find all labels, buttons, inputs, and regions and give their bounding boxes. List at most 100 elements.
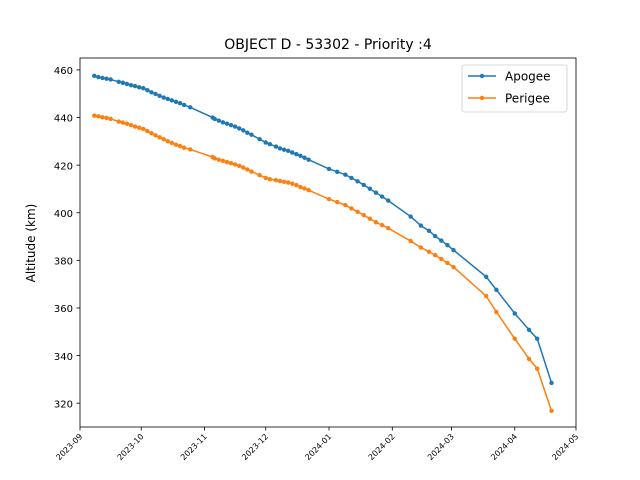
- apogee-point: [273, 144, 279, 149]
- perigee-point: [132, 124, 138, 129]
- apogee-point: [116, 79, 121, 85]
- apogee-point: [263, 140, 268, 145]
- apogee-point: [373, 190, 379, 195]
- apogee-point: [169, 98, 175, 103]
- perigee-point: [104, 115, 109, 121]
- apogee-point: [361, 182, 366, 188]
- apogee-point: [92, 73, 97, 79]
- apogee-point: [149, 90, 154, 95]
- perigee-point: [349, 206, 354, 211]
- perigee-point: [286, 180, 291, 185]
- apogee-point: [349, 175, 354, 181]
- perigee-point: [220, 158, 226, 164]
- apogee-point: [290, 150, 295, 155]
- perigee-point: [451, 264, 456, 270]
- perigee-point: [169, 140, 175, 146]
- apogee-point: [418, 223, 424, 228]
- perigee-point: [277, 178, 283, 184]
- apogee-point: [128, 82, 134, 88]
- perigee-point: [157, 135, 162, 140]
- perigee-point: [408, 238, 413, 244]
- perigee-point: [128, 122, 134, 128]
- perigee-point: [373, 220, 379, 225]
- perigee-point: [294, 182, 299, 188]
- x-tick-label: 2023-11: [179, 432, 209, 462]
- perigee-point: [290, 181, 295, 186]
- perigee-point: [306, 187, 311, 193]
- perigee-point: [281, 179, 287, 184]
- apogee-point: [157, 93, 162, 99]
- apogee-legend-label: Apogee: [505, 70, 551, 84]
- perigee-point: [445, 260, 450, 266]
- apogee-point: [445, 242, 450, 248]
- apogee-point: [526, 327, 532, 333]
- apogee-point: [220, 120, 226, 125]
- y-tick-label: 440: [54, 114, 73, 125]
- apogee-point: [549, 380, 554, 386]
- axes-frame: [79, 57, 577, 428]
- perigee-point: [224, 159, 230, 165]
- perigee-point: [361, 212, 366, 218]
- perigee-legend-marker: [479, 95, 485, 101]
- apogee-point: [104, 76, 109, 81]
- apogee-point: [439, 238, 444, 243]
- apogee-point: [132, 83, 138, 89]
- apogee-point: [145, 87, 150, 93]
- apogee-point: [245, 130, 250, 135]
- y-tick-label: 320: [54, 399, 73, 410]
- perigee-point: [181, 145, 187, 150]
- x-tick-label: 2023-12: [240, 432, 270, 462]
- perigee-point: [298, 184, 303, 190]
- apogee-point: [432, 233, 438, 239]
- perigee-point: [216, 157, 221, 162]
- perigee-point: [494, 309, 499, 315]
- perigee-point: [526, 356, 532, 362]
- perigee-point: [124, 121, 130, 126]
- apogee-point: [216, 118, 221, 123]
- apogee-point: [177, 101, 183, 106]
- perigee-point: [188, 147, 193, 152]
- perigee-series-line: [94, 114, 553, 412]
- perigee-point: [426, 249, 432, 254]
- perigee-point: [116, 119, 121, 124]
- apogee-point: [298, 153, 303, 159]
- apogee-point: [100, 75, 105, 81]
- perigee-point: [149, 131, 154, 136]
- perigee-point: [165, 139, 170, 144]
- x-tick-label: 2024-01: [303, 432, 333, 462]
- perigee-point: [418, 245, 424, 250]
- apogee-point: [141, 86, 146, 91]
- y-tick-label: 360: [54, 304, 73, 315]
- perigee-point: [212, 156, 217, 161]
- apogee-point: [153, 91, 158, 97]
- perigee-point: [302, 186, 307, 191]
- apogee-point: [343, 172, 348, 177]
- apogee-point: [161, 95, 166, 100]
- apogee-point: [451, 247, 456, 253]
- perigee-point: [386, 226, 391, 231]
- perigee-point: [249, 169, 254, 174]
- apogee-point: [277, 146, 283, 151]
- y-tick-label: 380: [54, 257, 73, 268]
- perigee-point: [228, 161, 234, 166]
- perigee-point: [153, 133, 158, 138]
- perigee-point: [367, 216, 373, 221]
- perigee-point: [237, 163, 242, 169]
- y-axis-ticks: 320 340 360 380 400 420 440 460: [54, 66, 80, 410]
- apogee-point: [267, 141, 273, 147]
- perigee-point: [343, 202, 348, 208]
- apogee-legend-marker: [479, 73, 485, 79]
- apogee-point: [326, 166, 332, 172]
- apogee-point: [124, 81, 130, 87]
- perigee-point: [326, 196, 332, 202]
- perigee-point: [173, 142, 179, 147]
- apogee-point: [483, 274, 489, 279]
- perigee-point: [232, 162, 238, 167]
- perigee-point: [257, 172, 262, 178]
- perigee-point: [334, 199, 340, 205]
- perigee-point: [267, 176, 273, 182]
- y-tick-label: 420: [54, 161, 73, 172]
- perigee-point: [120, 120, 126, 125]
- y-tick-label: 460: [54, 66, 73, 77]
- apogee-point: [386, 198, 391, 203]
